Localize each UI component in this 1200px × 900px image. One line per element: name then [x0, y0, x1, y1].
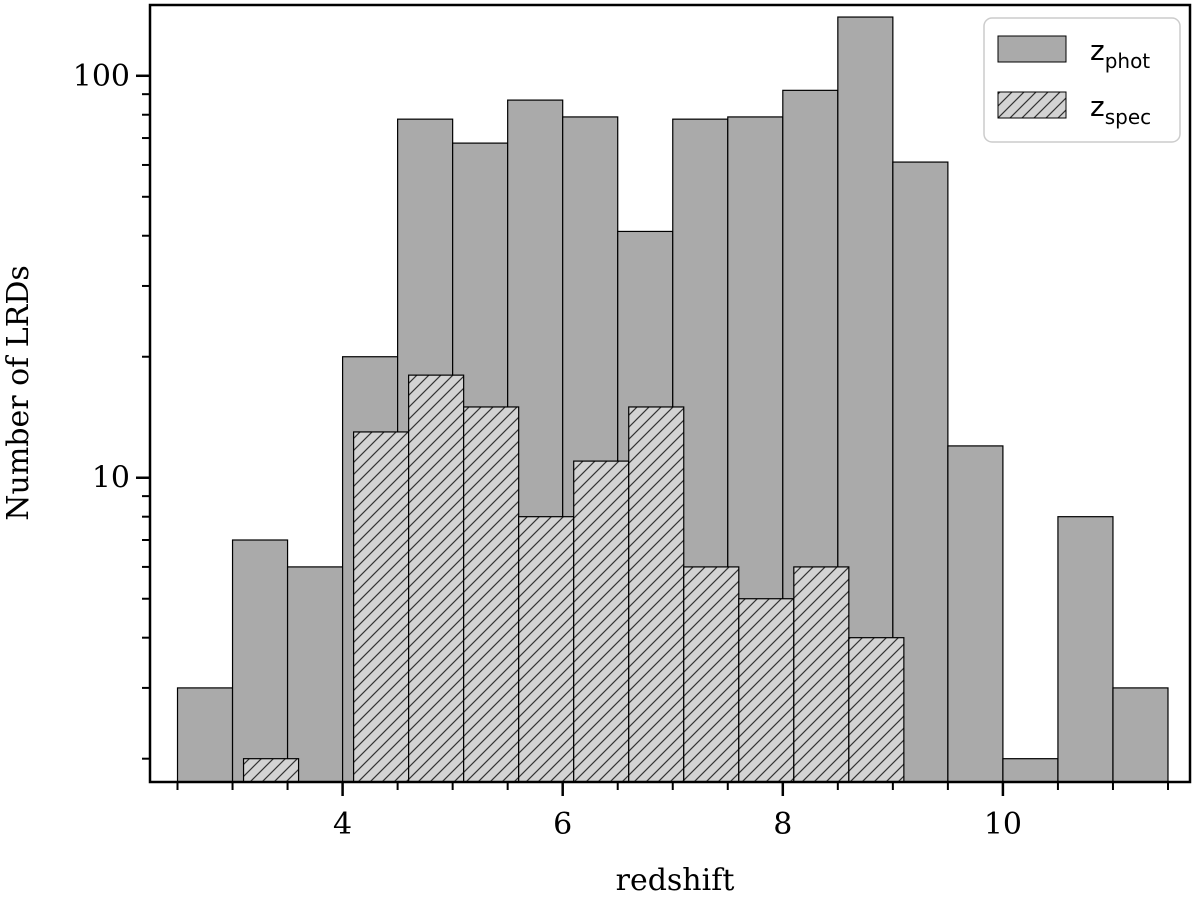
legend-label-phot: zphot: [1090, 34, 1150, 73]
bar-spec-0: [242, 758, 300, 783]
bar-spec-5: [573, 460, 630, 783]
bar-spec-2: [408, 374, 465, 783]
legend-swatch-spec: [997, 91, 1067, 119]
bar-spec-7: [683, 566, 740, 783]
x-tick-label: 10: [984, 807, 1022, 842]
x-tick-label: 8: [773, 807, 792, 842]
y-axis-label: Number of LRDs: [1, 265, 36, 521]
bar-phot-1: [231, 539, 289, 783]
bar-phot-2: [286, 566, 344, 783]
y-tick-label: 100: [73, 59, 130, 94]
x-tick-label: 4: [333, 807, 352, 842]
bar-phot-14: [947, 445, 1004, 783]
bar-phot-16: [1057, 516, 1114, 783]
bar-spec-4: [518, 516, 575, 783]
plot-frame: [148, 3, 1192, 784]
bar-spec-9: [793, 566, 850, 783]
x-axis-label: redshift: [616, 863, 735, 898]
bar-spec-10: [848, 637, 905, 783]
legend-swatch-phot: [997, 35, 1067, 63]
bar-spec-6: [628, 406, 685, 783]
bar-phot-15: [1002, 758, 1059, 783]
bar-spec-3: [463, 406, 520, 783]
bar-spec-8: [738, 598, 795, 783]
x-tick-label: 6: [553, 807, 572, 842]
series-spec-bars: [242, 374, 905, 783]
ticks: 4 6 8 10 10 100: [73, 59, 1169, 842]
bar-phot-0: [176, 687, 234, 783]
axes: [148, 3, 1192, 784]
bar-spec-1: [352, 431, 410, 783]
legend: zphot zspec: [983, 17, 1181, 143]
legend-label-spec: zspec: [1090, 90, 1151, 129]
bar-phot-17: [1112, 687, 1169, 783]
y-tick-label: 10: [92, 461, 130, 496]
